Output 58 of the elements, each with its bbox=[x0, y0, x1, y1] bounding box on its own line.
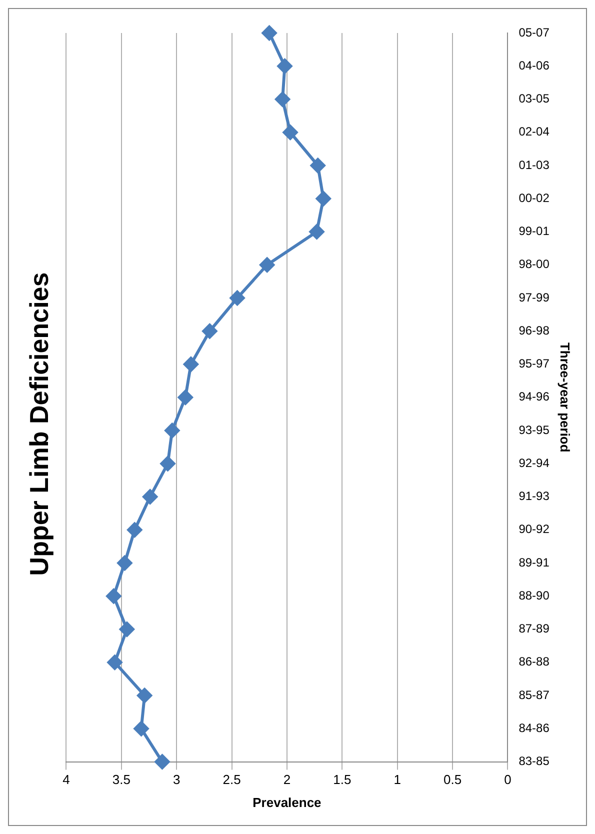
point bbox=[260, 257, 275, 272]
x-tick-label: 3.5 bbox=[112, 772, 130, 788]
y-tick-label: 97-99 bbox=[518, 290, 550, 304]
x-tick-label: 0.5 bbox=[443, 772, 462, 788]
point bbox=[178, 390, 193, 405]
x-tick-label: 1.5 bbox=[333, 772, 352, 788]
x-tick-label: 3 bbox=[172, 772, 180, 788]
point bbox=[119, 622, 134, 637]
y-tick-label: 03-05 bbox=[518, 92, 550, 106]
point bbox=[137, 688, 152, 704]
y-axis-title: Three-year period bbox=[558, 342, 573, 452]
point bbox=[202, 324, 218, 339]
point bbox=[127, 522, 142, 538]
point bbox=[277, 58, 292, 74]
point bbox=[183, 356, 198, 372]
text: Upper Limb Deficiencies bbox=[24, 272, 54, 576]
point bbox=[310, 158, 326, 174]
x-tick-label: 1 bbox=[394, 772, 401, 788]
x-tick-label: 2.5 bbox=[222, 772, 241, 788]
y-tick-label: 90-92 bbox=[518, 522, 550, 536]
point bbox=[164, 423, 180, 438]
point bbox=[107, 654, 122, 670]
y-tick-label: 04-06 bbox=[518, 58, 550, 72]
y-tick-label: 02-04 bbox=[518, 124, 550, 139]
point bbox=[230, 290, 245, 306]
point bbox=[142, 489, 158, 504]
y-tick-label: 93-95 bbox=[518, 422, 550, 437]
y-tick-label: 85-87 bbox=[518, 688, 550, 702]
point bbox=[309, 224, 324, 240]
point bbox=[134, 721, 149, 736]
y-tick-label: 05-07 bbox=[518, 25, 550, 40]
y-tick-label: 83-85 bbox=[518, 754, 550, 768]
y-tick-label: 01-03 bbox=[518, 158, 550, 172]
x-tick-label: 2 bbox=[283, 772, 291, 788]
point bbox=[160, 456, 176, 472]
point bbox=[262, 26, 277, 40]
point bbox=[154, 754, 170, 770]
y-tick-label: 99-01 bbox=[518, 224, 550, 238]
y-tick-label: 88-90 bbox=[518, 588, 550, 602]
y-tick-label: 84-86 bbox=[518, 720, 550, 735]
point bbox=[282, 124, 298, 140]
y-tick-label: 86-88 bbox=[518, 654, 550, 669]
x-axis-title: Prevalence bbox=[252, 794, 322, 810]
y-tick-label: 91-93 bbox=[518, 489, 550, 504]
y-tick-label: 95-97 bbox=[518, 356, 550, 371]
y-tick-label: 98-00 bbox=[518, 257, 550, 272]
point bbox=[316, 191, 331, 206]
y-tick-label: 92-94 bbox=[518, 456, 550, 470]
y-tick-label: 89-91 bbox=[518, 555, 550, 570]
point bbox=[275, 92, 290, 107]
x-tick-label: 4 bbox=[62, 772, 70, 788]
y-tick-label: 94-96 bbox=[518, 390, 550, 404]
y-tick-label: 00-02 bbox=[518, 190, 550, 205]
y-tick-label: 96-98 bbox=[518, 323, 550, 338]
x-tick-label: 0 bbox=[504, 772, 512, 788]
point bbox=[117, 556, 132, 571]
point bbox=[106, 588, 122, 604]
y-tick-label: 87-89 bbox=[518, 622, 550, 636]
